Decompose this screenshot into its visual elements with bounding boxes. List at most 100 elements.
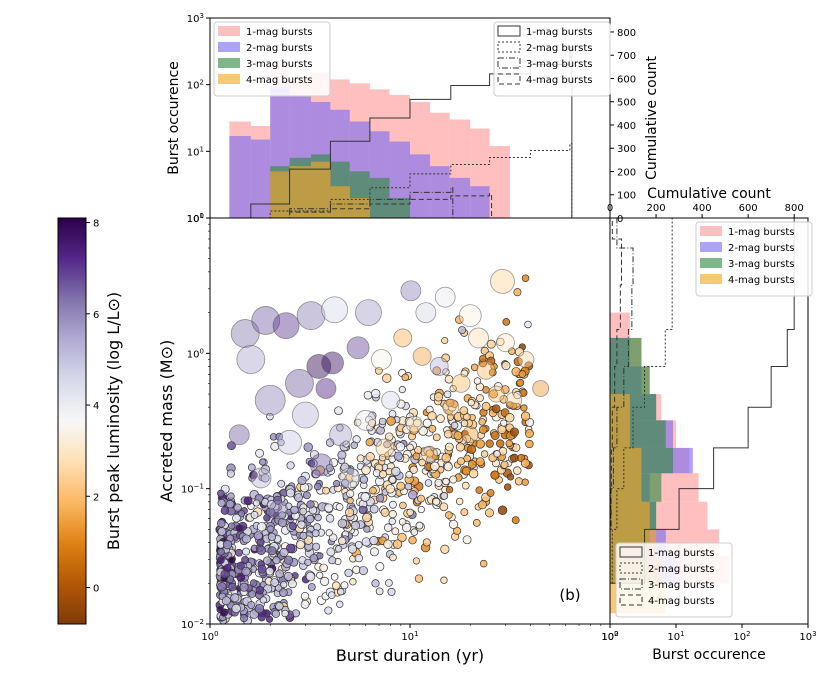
scatter-point-small [235,524,243,532]
legend-swatch [497,57,521,69]
scatter-point-small [506,401,514,409]
scatter-point-small [369,486,377,495]
scatter-point-small [284,555,294,565]
legend-box [615,542,733,618]
scatter-point-small [320,576,330,586]
scatter-point-small [484,508,494,518]
legend-label: 1-mag bursts [648,548,715,559]
scatter-point-small [369,547,379,557]
scatter-point-small [448,519,459,529]
scatter-point-small [247,463,256,472]
top-y2label: Cumulative count [644,56,660,180]
right-cumulative-3mag [610,218,634,614]
scatter-point-small [520,458,530,468]
top-bar-2mag [410,154,431,218]
right-x2-tick-label: 400 [693,203,712,214]
scatter-point-small [281,609,289,618]
scatter-point-small [388,510,397,519]
scatter-point [355,409,377,431]
scatter-point [277,429,302,455]
y-tick-label: 100 [187,347,204,360]
scatter-point-small [299,531,308,540]
scatter-point-small [384,432,394,442]
scatter-point-small [472,518,481,527]
scatter-point-small [397,532,407,543]
scatter-point-small [430,461,440,471]
x-tick-label: 101 [401,630,418,643]
legend-label: 3-mag bursts [728,259,795,270]
scatter-point-small [470,363,479,372]
scatter-point-small [337,450,347,460]
scatter-point-small [336,424,344,432]
scatter-point-small [415,521,424,530]
right-cumulative-2mag [610,218,673,614]
scatter-point-small [486,489,495,497]
top-y2-tick-label: 500 [617,98,636,109]
legend-label: 4-mag bursts [728,275,795,286]
scatter-point-small [312,542,321,551]
scatter-point-small [325,514,335,523]
scatter-point-small [265,567,275,576]
scatter-point-small [467,460,477,469]
scatter-point-small [349,578,357,586]
scatter-point-small [247,601,256,609]
scatter-point [429,357,449,376]
scatter-point-small [235,548,243,557]
scatter-point [321,351,344,375]
scatter-point-small [345,507,355,518]
scatter-point-small [406,443,414,452]
scatter-point-small [216,556,225,565]
scatter-point-small [256,538,265,547]
scatter-point-small [509,453,519,463]
scatter-point-small [382,373,392,383]
right-histogram-panel: 100 101 102 103 0 200 400 600 800 Burst occurenc… [601,186,816,663]
legend-label: 2-mag bursts [648,564,715,575]
scatter-point-small [263,556,272,565]
scatter-point-small [309,450,320,460]
scatter-point-small [371,579,380,588]
scatter-point [434,286,456,308]
right-hist-legend: 1-mag bursts 2-mag bursts 3-mag bursts 4-ma… [695,221,813,297]
colorbar-tick-label: 6 [93,310,99,321]
right-bar-4mag [610,473,642,502]
scatter-point [296,301,326,331]
legend-label: 2-mag bursts [246,43,313,54]
scatter-point [381,390,401,410]
scatter-point-small [254,603,265,614]
scatter-point-small [398,386,406,394]
right-bar-3mag [610,337,642,367]
scatter-point-small [380,507,390,517]
scatter-point-small [455,497,464,506]
right-cumulative-4mag [610,218,623,614]
scatter-point-small [252,499,261,507]
scatter-point-small [369,504,379,514]
scatter-point-small [440,544,450,554]
legend-label: 3-mag bursts [526,59,593,70]
scatter-point-small [524,429,534,438]
scatter-point-small [311,529,320,538]
scatter-point-small [513,288,522,297]
legend-box [213,21,331,97]
colorbar-bar [57,217,87,625]
colorbar-ticks: 0 2 4 6 8 [86,219,99,595]
scatter-point-small [441,336,449,345]
scatter-point-small [410,528,419,536]
scatter-point-small [459,406,469,416]
scatter-point [346,336,370,360]
scatter-point-small [311,469,321,479]
scatter-point-small [501,361,511,371]
right-bar-3mag [610,366,650,395]
scatter-point-small [319,563,328,573]
scatter-point [339,467,361,489]
main-ylabel: Accreted mass (M⊙) [157,340,176,503]
scatter-point-small [257,613,266,622]
scatter-point-small [241,566,251,577]
scatter-point-small [297,475,307,486]
scatter-point-small [518,370,527,378]
legend-swatch [700,226,722,236]
scatter-point-small [241,555,250,564]
scatter-point-small [280,581,288,589]
scatter-point-small [313,482,322,491]
